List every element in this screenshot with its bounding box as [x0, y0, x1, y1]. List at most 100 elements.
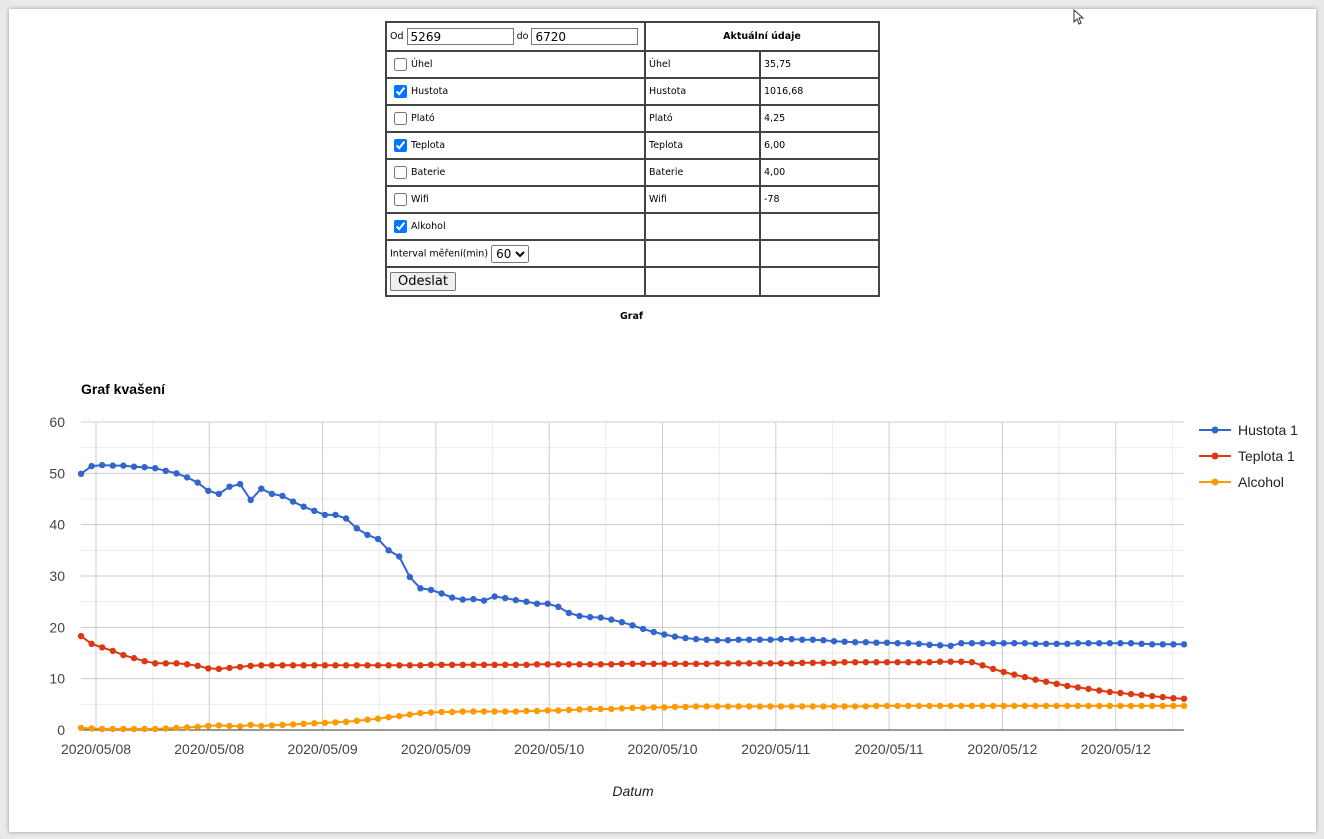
data-point[interactable]: [406, 573, 413, 581]
data-point[interactable]: [523, 707, 530, 715]
data-point[interactable]: [491, 708, 498, 715]
data-point[interactable]: [1127, 690, 1135, 698]
alkohol-checkbox[interactable]: [394, 220, 407, 233]
data-point[interactable]: [820, 703, 827, 710]
data-point[interactable]: [374, 715, 382, 722]
data-point[interactable]: [1138, 702, 1145, 710]
data-point[interactable]: [353, 525, 360, 532]
data-point[interactable]: [608, 616, 615, 623]
data-point[interactable]: [639, 660, 647, 667]
data-point[interactable]: [406, 711, 413, 718]
data-point[interactable]: [512, 708, 519, 715]
data-point[interactable]: [459, 708, 466, 715]
data-point[interactable]: [236, 480, 244, 488]
data-point[interactable]: [141, 658, 148, 665]
data-point[interactable]: [947, 642, 954, 649]
data-point[interactable]: [289, 498, 297, 505]
od-input[interactable]: [406, 28, 514, 45]
data-point[interactable]: [958, 702, 965, 710]
data-point[interactable]: [756, 703, 763, 710]
data-point[interactable]: [852, 703, 859, 710]
data-point[interactable]: [576, 706, 583, 713]
data-point[interactable]: [1021, 702, 1029, 710]
data-point[interactable]: [1085, 640, 1092, 647]
baterie-checkbox[interactable]: [394, 166, 407, 179]
data-point[interactable]: [989, 640, 997, 647]
data-point[interactable]: [756, 636, 763, 643]
data-point[interactable]: [682, 660, 689, 667]
data-point[interactable]: [194, 662, 201, 669]
data-point[interactable]: [130, 463, 138, 470]
hustota-checkbox[interactable]: [394, 85, 407, 98]
data-point[interactable]: [152, 465, 159, 472]
data-point[interactable]: [788, 660, 795, 667]
chart-legend[interactable]: Hustota 1 Teplota 1 Alcohol: [1199, 422, 1298, 490]
data-point[interactable]: [1159, 693, 1167, 701]
data-point[interactable]: [830, 659, 838, 666]
data-point[interactable]: [427, 661, 435, 668]
data-point[interactable]: [926, 702, 933, 710]
data-point[interactable]: [130, 654, 138, 662]
data-point[interactable]: [480, 597, 488, 604]
data-point[interactable]: [894, 640, 901, 647]
data-point[interactable]: [799, 659, 806, 666]
data-point[interactable]: [1042, 678, 1050, 685]
data-point[interactable]: [374, 662, 382, 669]
data-point[interactable]: [109, 647, 117, 655]
data-point[interactable]: [714, 703, 721, 710]
wifi-checkbox[interactable]: [394, 193, 407, 206]
data-point[interactable]: [703, 703, 710, 710]
data-point[interactable]: [777, 660, 785, 667]
legend-item[interactable]: Hustota 1: [1199, 422, 1298, 438]
data-point[interactable]: [120, 462, 127, 469]
data-point[interactable]: [905, 659, 912, 666]
data-point[interactable]: [661, 631, 668, 638]
data-point[interactable]: [777, 635, 785, 643]
data-point[interactable]: [1032, 676, 1039, 683]
data-point[interactable]: [109, 462, 117, 469]
data-point[interactable]: [205, 487, 212, 494]
data-point[interactable]: [342, 515, 350, 522]
data-point[interactable]: [926, 641, 933, 648]
data-point[interactable]: [544, 600, 551, 607]
data-point[interactable]: [427, 709, 435, 716]
data-point[interactable]: [968, 659, 976, 666]
data-point[interactable]: [1074, 684, 1082, 691]
data-point[interactable]: [852, 639, 859, 646]
data-point[interactable]: [809, 659, 816, 666]
data-point[interactable]: [703, 660, 710, 667]
data-point[interactable]: [915, 659, 923, 666]
data-point[interactable]: [1074, 640, 1082, 647]
data-point[interactable]: [968, 640, 976, 647]
data-point[interactable]: [565, 609, 573, 617]
data-point[interactable]: [512, 596, 519, 604]
data-point[interactable]: [555, 661, 562, 668]
data-point[interactable]: [342, 662, 350, 669]
data-point[interactable]: [544, 707, 551, 714]
data-point[interactable]: [523, 598, 530, 605]
data-point[interactable]: [459, 596, 466, 603]
data-point[interactable]: [1053, 680, 1060, 687]
data-point[interactable]: [586, 613, 594, 621]
data-point[interactable]: [533, 661, 541, 668]
data-point[interactable]: [1170, 702, 1177, 710]
data-point[interactable]: [650, 660, 657, 667]
data-point[interactable]: [194, 479, 201, 486]
interval-select[interactable]: 60: [491, 244, 530, 263]
data-point[interactable]: [162, 467, 169, 474]
data-point[interactable]: [883, 639, 891, 646]
data-point[interactable]: [862, 639, 869, 646]
data-point[interactable]: [162, 725, 169, 732]
data-point[interactable]: [788, 635, 795, 643]
data-point[interactable]: [968, 702, 976, 710]
data-point[interactable]: [1170, 641, 1177, 648]
data-point[interactable]: [247, 662, 254, 669]
data-point[interactable]: [1149, 702, 1156, 710]
data-point[interactable]: [77, 470, 85, 477]
data-point[interactable]: [491, 661, 498, 668]
data-point[interactable]: [77, 632, 85, 640]
data-point[interactable]: [215, 665, 223, 673]
data-point[interactable]: [650, 628, 657, 636]
data-point[interactable]: [1159, 641, 1167, 648]
data-point[interactable]: [449, 708, 456, 716]
